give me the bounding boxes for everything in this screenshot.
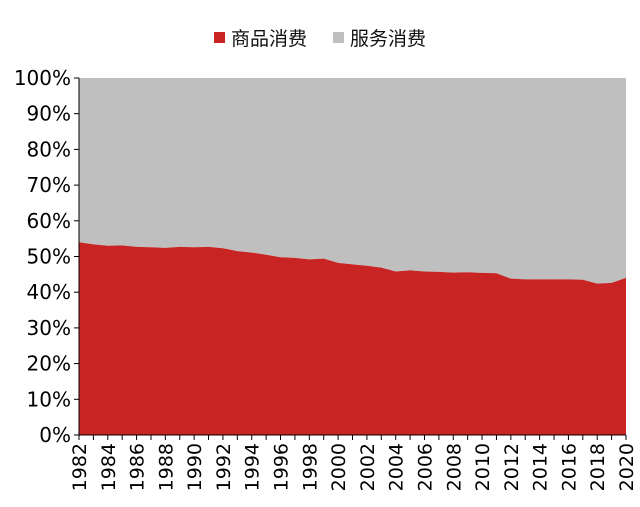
legend-item-goods: 商品消费 [213,24,307,51]
x-tick-label: 2002 [357,443,379,491]
x-tick-label: 1992 [213,443,235,491]
x-tick-label: 2006 [414,443,436,491]
y-tick-label: 80% [27,137,71,161]
x-tick-label: 2010 [472,443,494,491]
x-tick-label: 1984 [98,443,120,491]
legend: 商品消费 服务消费 [0,24,640,51]
x-tick-label: 1988 [155,443,177,491]
legend-label-services: 服务消费 [350,28,427,50]
x-tick-label: 1998 [299,443,321,491]
y-tick-label: 40% [27,280,71,304]
x-tick-label: 2000 [328,443,350,491]
area-services [79,78,626,284]
y-tick-label: 20% [27,352,71,376]
y-tick-label: 60% [27,209,71,233]
y-tick-label: 100% [14,66,71,90]
x-tick-label: 2018 [587,443,609,491]
x-tick-label: 1986 [127,443,149,491]
y-tick-label: 70% [27,173,71,197]
y-tick-label: 0% [39,423,71,447]
x-tick-label: 2016 [558,443,580,491]
x-tick-label: 1994 [242,443,264,491]
x-tick-label: 1982 [69,443,91,491]
legend-swatch-services [333,32,345,43]
y-tick-label: 50% [27,245,71,269]
area-goods [79,242,626,435]
x-tick-label: 2004 [386,443,408,491]
legend-swatch-goods [213,32,225,43]
y-tick-label: 10% [27,387,71,411]
y-tick-label: 90% [27,102,71,126]
x-tick-label: 2012 [501,443,523,491]
legend-label-goods: 商品消费 [230,28,307,50]
legend-item-services: 服务消费 [333,24,426,51]
x-tick-label: 1990 [184,443,206,491]
y-tick-label: 30% [27,316,71,340]
x-tick-label: 2020 [616,443,638,491]
x-tick-label: 2014 [530,443,552,491]
x-tick-label: 1996 [271,443,293,491]
x-tick-label: 2008 [443,443,465,491]
